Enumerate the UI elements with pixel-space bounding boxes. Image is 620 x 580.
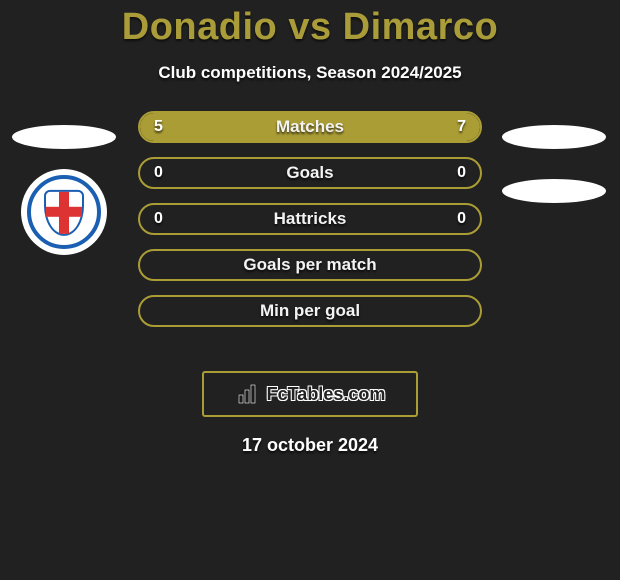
stat-bar: 00Goals	[138, 157, 482, 189]
club-badge-left	[21, 169, 107, 255]
page-title: Donadio vs Dimarco	[0, 0, 620, 49]
right-player-col	[494, 111, 614, 203]
subtitle: Club competitions, Season 2024/2025	[0, 63, 620, 83]
stat-label: Hattricks	[140, 209, 480, 229]
player-photo-placeholder	[502, 125, 606, 149]
left-player-col	[4, 111, 124, 255]
stat-label: Goals	[140, 163, 480, 183]
chart-icon	[235, 383, 261, 405]
club-badge-placeholder	[502, 179, 606, 203]
stat-bar: Min per goal	[138, 295, 482, 327]
stats-region: 57Matches 00Goals 00Hattricks Goals per mat…	[0, 111, 620, 351]
stat-bar: 57Matches	[138, 111, 482, 143]
stat-label: Min per goal	[140, 301, 480, 321]
stat-bars: 57Matches 00Goals 00Hattricks Goals per mat…	[138, 111, 482, 327]
brand-text: FcTables.com	[267, 384, 386, 405]
stat-label: Matches	[140, 117, 480, 137]
stat-bar: Goals per match	[138, 249, 482, 281]
brand-box: FcTables.com	[202, 371, 418, 417]
stat-bar: 00Hattricks	[138, 203, 482, 235]
player-photo-placeholder	[12, 125, 116, 149]
date-label: 17 october 2024	[0, 435, 620, 456]
stat-label: Goals per match	[140, 255, 480, 275]
